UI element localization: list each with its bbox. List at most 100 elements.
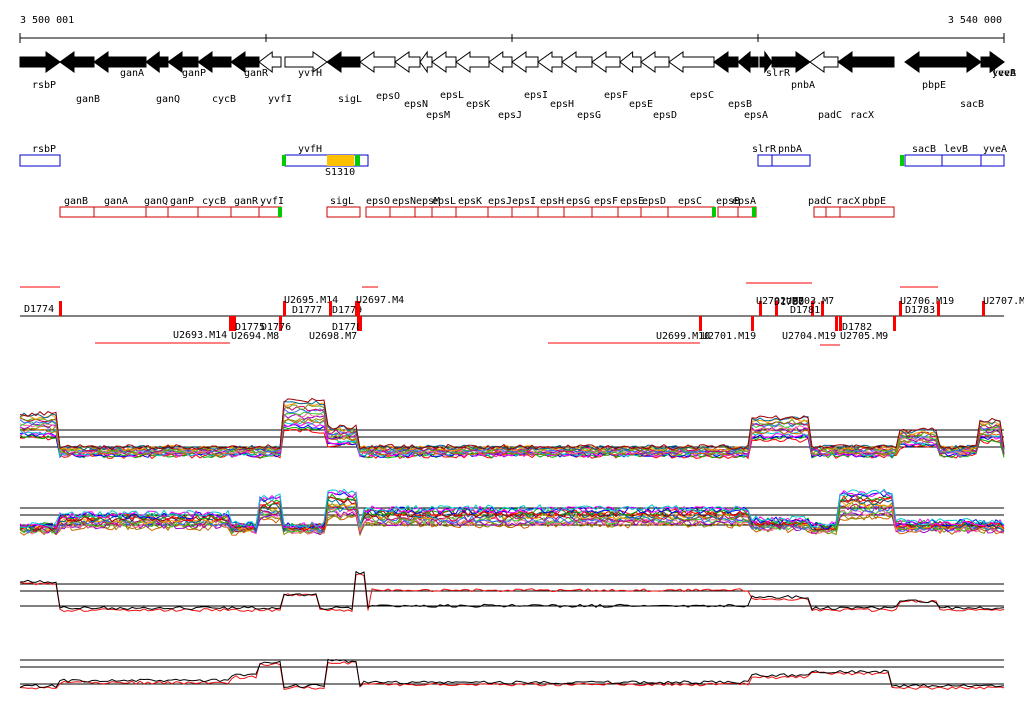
segment-D1778[interactable]: D1778 — [332, 316, 362, 333]
segment-U2699.M10[interactable]: U2699.M10 — [656, 316, 710, 342]
segment-U2702.M8[interactable]: U2702.M8 — [756, 296, 804, 316]
gene-arrow — [488, 51, 513, 73]
transcript-epsO[interactable]: epsO — [365, 196, 391, 218]
segment-marker — [751, 316, 754, 331]
gene-racX[interactable]: racX — [837, 51, 895, 121]
operon-box — [771, 154, 811, 167]
segment-U2705.M9[interactable]: U2705.M9 — [840, 316, 896, 342]
gene-sacB[interactable]: sacB — [941, 51, 984, 110]
segment-D1782[interactable]: D1782 — [839, 316, 872, 333]
segment-D1783[interactable]: D1783 — [905, 301, 940, 316]
segment-U2704.M19[interactable]: U2704.M19 — [782, 316, 838, 342]
transcript-epsH[interactable]: epsH — [537, 196, 565, 218]
expression-line-red — [19, 661, 1005, 690]
gene-label: epsI — [524, 90, 548, 101]
expression-line — [19, 488, 1005, 530]
segment-D1781[interactable]: D1781 — [790, 301, 820, 316]
expression-line — [19, 506, 1005, 535]
transcript-epsF[interactable]: epsF — [591, 196, 619, 218]
gene-epsG[interactable]: epsG — [561, 51, 601, 121]
segment-U2697.M4[interactable]: U2697.M4 — [356, 295, 404, 316]
gene-epsM[interactable]: epsM — [419, 50, 450, 121]
segment-D1776[interactable]: D1776 — [261, 316, 291, 333]
segment-U2701.M19[interactable]: U2701.M19 — [702, 316, 756, 342]
gene-epsC[interactable]: epsC — [668, 51, 715, 101]
segment-label: U2697.M4 — [356, 295, 404, 306]
gene-label: epsL — [440, 90, 464, 101]
operon-pnbA[interactable]: pnbA — [771, 144, 811, 167]
operon-sacB[interactable]: sacB — [904, 144, 943, 167]
gene-arrow — [837, 51, 895, 73]
transcript-sigL[interactable]: sigL — [326, 196, 361, 218]
gene-epsD[interactable]: epsD — [640, 51, 677, 121]
gene-epsL[interactable]: epsL — [431, 51, 464, 101]
gene-arrow — [258, 50, 282, 74]
transcript-epsL[interactable]: epsL — [431, 196, 457, 218]
gene-epsE[interactable]: epsE — [619, 50, 653, 110]
segment-label: D1776 — [261, 322, 291, 333]
transcript-epsC[interactable]: epsC — [667, 196, 715, 218]
segment-U2694.M8[interactable]: U2694.M8 — [231, 316, 279, 342]
gene-epsH[interactable]: epsH — [537, 51, 574, 110]
segment-U2698.M7[interactable]: U2698.M7 — [309, 316, 362, 342]
transcript-epsD[interactable]: epsD — [640, 196, 669, 218]
gene-epsF[interactable]: epsF — [591, 51, 628, 101]
segment-D1775[interactable]: D1775 — [233, 316, 265, 333]
gene-epsK[interactable]: epsK — [455, 51, 490, 110]
segment-D1780[interactable]: D1780 — [774, 297, 804, 316]
gene-slrR[interactable]: slrR — [759, 50, 791, 79]
transcript-epsK[interactable]: epsK — [455, 196, 489, 218]
transcript-ganP[interactable]: ganP — [167, 196, 199, 218]
gene-padC[interactable]: padC — [809, 51, 842, 121]
operon-box — [980, 154, 1005, 167]
transcript-label: epsI — [512, 196, 536, 207]
gene-yvfI[interactable]: yvfI — [258, 50, 292, 105]
transcript-ganA[interactable]: ganA — [93, 196, 147, 218]
operon-box — [19, 154, 61, 167]
operon-rsbP[interactable]: rsbP — [19, 144, 61, 167]
gene-cycB[interactable]: cycB — [197, 51, 236, 105]
expression-line-black — [19, 570, 1005, 611]
transcript-epsJ[interactable]: epsJ — [487, 196, 513, 218]
transcript-epsN[interactable]: epsN — [389, 196, 416, 218]
segment-label: D1774 — [24, 304, 54, 315]
gene-epsI[interactable]: epsI — [511, 51, 548, 101]
gene-epsO[interactable]: epsO — [359, 51, 400, 102]
segment-U2707.M[interactable]: U2707.M — [982, 296, 1024, 316]
segment-D1779[interactable]: D1779 — [332, 301, 362, 316]
transcript-ganB[interactable]: ganB — [59, 196, 95, 218]
gene-epsB[interactable]: epsB — [713, 51, 752, 110]
gene-yveA[interactable]: yveA — [980, 51, 1016, 79]
segment-U2693.M14[interactable]: U2693.M14 — [173, 316, 232, 341]
transcript-pbpE[interactable]: pbpE — [839, 196, 895, 218]
gene-ganB[interactable]: ganB — [59, 51, 100, 105]
transcript-epsG[interactable]: epsG — [563, 196, 593, 218]
gene-pnbA[interactable]: pnbA — [771, 51, 815, 91]
gene-epsJ[interactable]: epsJ — [488, 51, 522, 121]
segment-label: D1777 — [292, 305, 322, 316]
transcript-ganR[interactable]: ganR — [230, 196, 260, 218]
segment-D1777[interactable]: D1777 — [292, 301, 332, 316]
transcript-ganQ[interactable]: ganQ — [144, 196, 169, 218]
gene-sigL[interactable]: sigL — [326, 51, 362, 105]
gene-ganR[interactable]: ganR — [230, 51, 269, 79]
gene-yvfH[interactable]: yvfH — [284, 51, 328, 79]
operon-yveA[interactable]: yveA — [980, 144, 1007, 167]
gene-ganQ[interactable]: ganQ — [145, 50, 180, 105]
gene-rsbP[interactable]: rsbP — [19, 51, 61, 91]
operon-levB[interactable]: levB — [941, 144, 982, 167]
gene-ganP[interactable]: ganP — [167, 51, 206, 79]
segment-U2695.M14[interactable]: U2695.M14 — [283, 295, 338, 316]
gene-ganA[interactable]: ganA — [93, 51, 147, 79]
gene-epsN[interactable]: epsN — [394, 51, 428, 110]
transcript-epsE[interactable]: epsE — [617, 196, 644, 218]
segment-D1774[interactable]: D1774 — [24, 301, 62, 316]
segment-U2703.M7[interactable]: U2703.M7 — [786, 296, 834, 316]
gene-pbpE[interactable]: pbpE — [904, 51, 946, 91]
transcript-cycB[interactable]: cycB — [197, 196, 232, 218]
gene-label: pnbA — [791, 80, 815, 91]
transcript-epsI[interactable]: epsI — [511, 196, 539, 218]
gene-epsA[interactable]: epsA — [737, 50, 768, 121]
gene-arrow — [619, 50, 642, 74]
segment-U2706.M19[interactable]: U2706.M19 — [899, 296, 954, 316]
